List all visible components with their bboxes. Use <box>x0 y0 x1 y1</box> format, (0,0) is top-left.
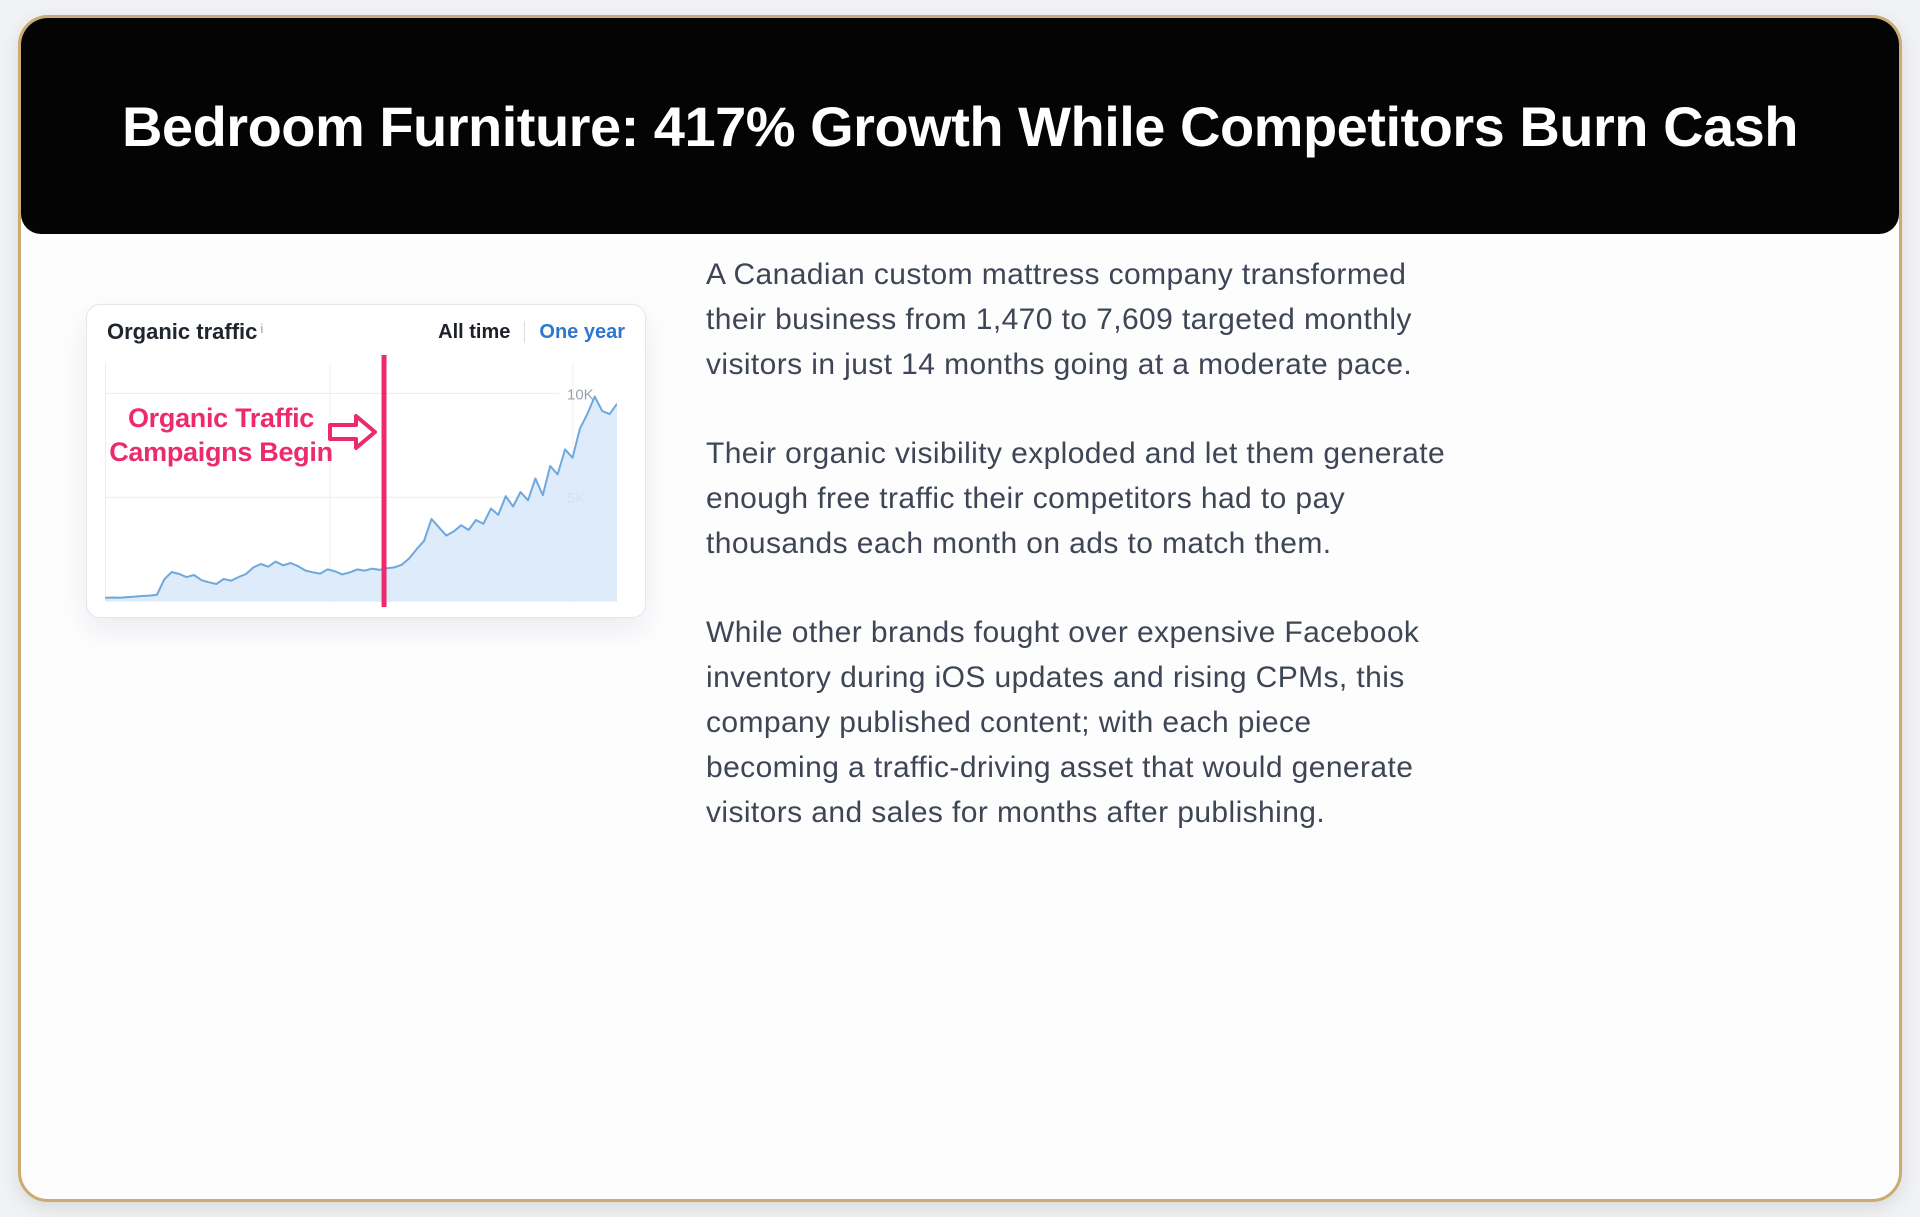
info-icon[interactable]: i <box>260 320 264 336</box>
chart-title: Organic traffic <box>107 319 258 344</box>
range-all-time-button[interactable]: All time <box>438 320 511 343</box>
paragraph-2: Their organic visibility exploded and le… <box>706 437 1446 560</box>
chart-card-header: Organic traffic i All time One year <box>105 319 627 345</box>
text-column: A Canadian custom mattress company trans… <box>706 252 1451 835</box>
paragraph-1: A Canadian custom mattress company trans… <box>706 258 1413 381</box>
card-header: Bedroom Furniture: 417% Growth While Com… <box>21 18 1899 234</box>
case-study-card: Bedroom Furniture: 417% Growth While Com… <box>18 15 1902 1202</box>
svg-text:10K: 10K <box>567 386 594 403</box>
range-one-year-link[interactable]: One year <box>539 320 625 343</box>
paragraph-3: While other brands fought over expensive… <box>706 616 1420 829</box>
chart-title-wrap: Organic traffic i <box>107 319 263 345</box>
page-title: Bedroom Furniture: 417% Growth While Com… <box>121 94 1799 158</box>
annotation-arrow-icon <box>328 414 377 450</box>
time-range-toggle: All time One year <box>438 321 625 344</box>
range-divider <box>524 321 526 343</box>
chart-region: 10K5K Organic Traffic Campaigns Begin <box>105 355 627 607</box>
organic-traffic-chart: 10K5K <box>105 355 617 607</box>
chart-annotation: Organic Traffic Campaigns Begin <box>95 401 347 469</box>
annotation-line: Organic Traffic <box>127 403 315 433</box>
annotation-line: Campaigns Begin <box>109 437 333 467</box>
